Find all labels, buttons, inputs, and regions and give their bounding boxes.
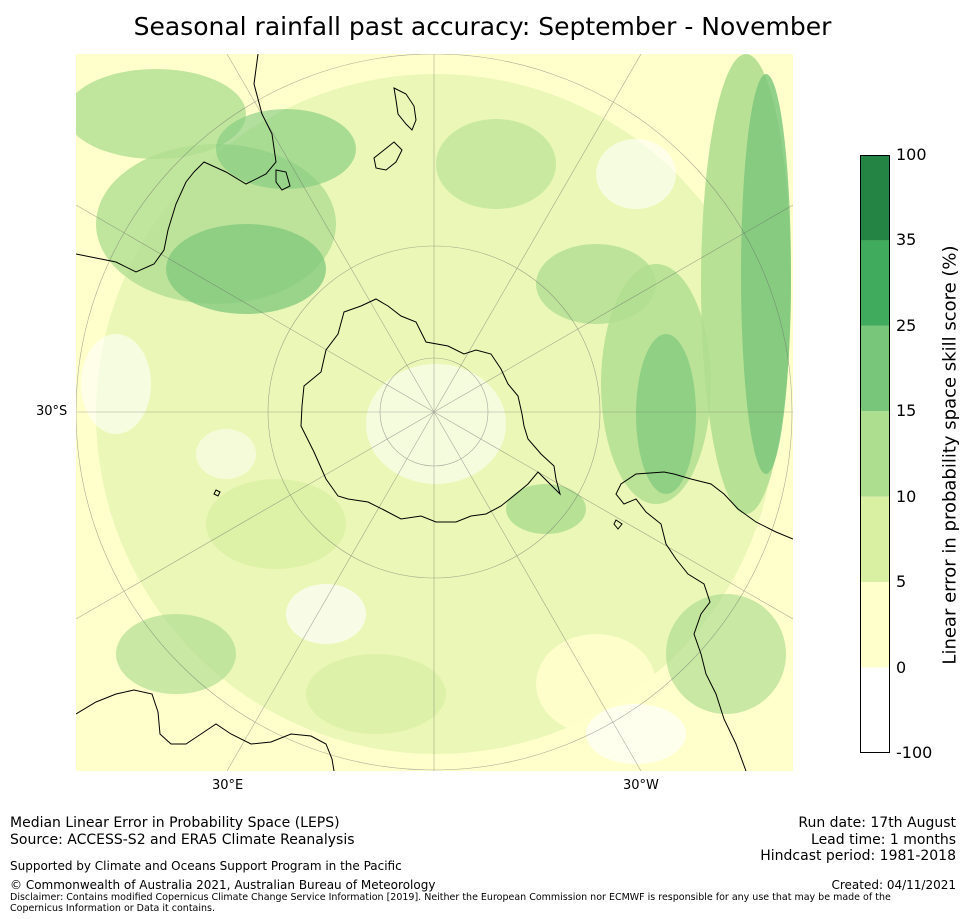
graticule [76,54,793,771]
colorbar-bin [860,155,890,241]
polar-map [76,54,793,771]
colorbar-bin [860,582,890,668]
colorbar-bin [860,325,890,412]
atlantic-island [613,519,623,530]
colorbar [860,155,890,753]
colorbar-bin [860,667,890,753]
footer-hindcast: Hindcast period: 1981-2018 [760,848,956,864]
south-america-coast [615,471,793,771]
footer-source: Source: ACCESS-S2 and ERA5 Climate Reana… [10,832,355,848]
colorbar-tick-label: 100 [896,145,927,164]
indian-ocean-island [213,489,221,497]
colorbar-bin [860,411,890,497]
tasmania-coast [275,169,291,191]
footer-lead-time: Lead time: 1 months [811,832,956,848]
colorbar-bin [860,496,890,583]
footer-supported: Supported by Climate and Oceans Support … [10,859,402,873]
footer-created: Created: 04/11/2021 [831,878,956,892]
footer-leps: Median Linear Error in Probability Space… [10,815,340,831]
lon-label-30e: 30°E [212,778,244,793]
colorbar-bin [860,240,890,326]
lon-label-30w: 30°W [623,778,659,793]
lat-label-30s: 30°S [36,404,68,419]
australia-coast [76,54,277,273]
colorbar-frame [860,155,890,753]
colorbar-tick-label: 15 [896,401,917,421]
footer-run-date: Run date: 17th August [798,815,956,831]
footer-disclaimer: Disclaimer: Contains modified Copernicus… [10,892,891,914]
colorbar-tick-label: 35 [896,230,917,250]
coastlines [76,54,793,771]
colorbar-tick-label: -100 [896,743,933,762]
map-title: Seasonal rainfall past accuracy: Septemb… [133,12,832,41]
new-zealand-south-coast [373,141,403,171]
colorbar-label: Linear error in probability space skill … [939,245,961,665]
footer-copyright: © Commonwealth of Australia 2021, Austra… [10,878,436,892]
new-zealand-coast [393,87,417,131]
africa-coast [76,689,335,771]
colorbar-tick-label: 25 [896,315,917,335]
colorbar-tick-label: 0 [896,657,907,677]
colorbar-tick-label: 5 [896,572,907,592]
antarctica-coast [300,298,561,523]
colorbar-tick-label: 10 [896,486,917,506]
